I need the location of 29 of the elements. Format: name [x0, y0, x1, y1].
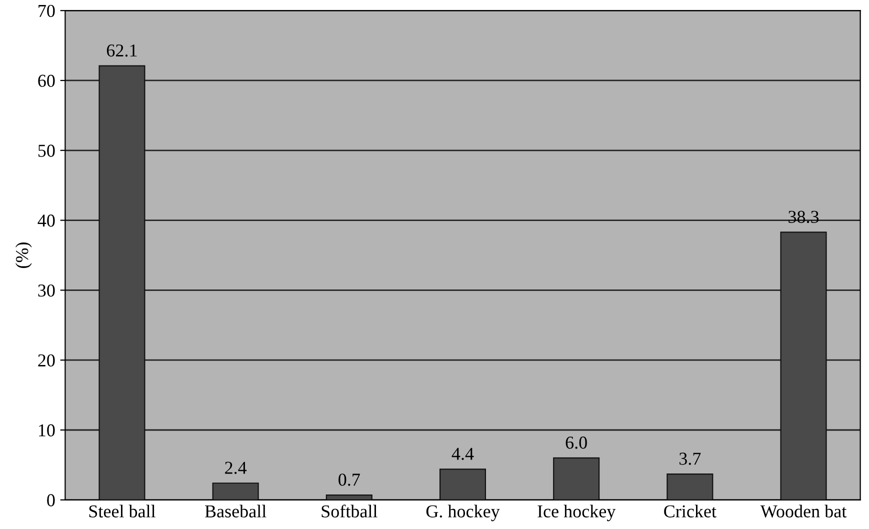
x-tick-label: G. hockey — [426, 504, 500, 522]
x-tick-label: Ice hockey — [538, 504, 616, 522]
x-tick-label: Baseball — [204, 504, 266, 518]
y-tick-label: 10 — [38, 424, 55, 436]
x-tick-label: Softball — [322, 504, 378, 518]
data-label: 3.7 — [680, 452, 701, 465]
y-tick-label: 0 — [47, 494, 55, 506]
data-label: 6.0 — [566, 436, 587, 449]
bar — [666, 473, 714, 500]
data-label: 0.7 — [338, 474, 360, 486]
bar — [212, 482, 259, 500]
data-label: 4.4 — [452, 448, 474, 460]
bar — [553, 457, 600, 500]
x-tick-label: Steel ball — [89, 504, 156, 518]
bar — [439, 468, 486, 500]
data-label: 62.1 — [106, 44, 137, 57]
y-tick-label: 70 — [38, 4, 55, 18]
y-tick-label: 20 — [38, 354, 55, 367]
data-label: 2.4 — [225, 462, 247, 474]
bar — [780, 232, 827, 500]
y-tick-label: 60 — [38, 74, 55, 87]
bar — [326, 494, 372, 500]
bar — [98, 65, 146, 500]
y-tick-label: 30 — [38, 284, 55, 297]
y-tick-label: 40 — [38, 214, 55, 227]
y-axis-title: (%) — [15, 242, 32, 268]
y-tick-label: 50 — [38, 144, 55, 157]
x-tick-label: Cricket — [664, 504, 716, 518]
x-tick-label: Wooden bat — [760, 504, 847, 518]
